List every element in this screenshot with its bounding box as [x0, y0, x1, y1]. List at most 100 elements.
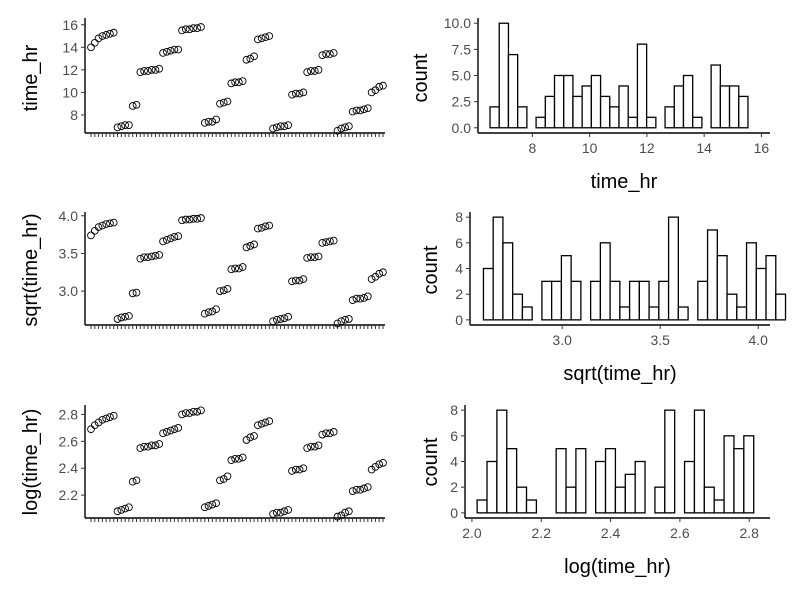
scatter-point	[219, 475, 228, 483]
scatter-point	[208, 500, 217, 509]
scatter-point	[333, 319, 342, 328]
scatter-point	[212, 115, 220, 124]
scatter-point	[117, 313, 126, 322]
scatter-point	[90, 38, 99, 47]
histogram-bar	[719, 85, 731, 129]
y-axis-title: count	[420, 437, 442, 486]
histogram-bar	[627, 116, 639, 129]
y-tick-label: 2.6	[59, 433, 79, 449]
scatter-point	[166, 46, 175, 55]
scatter-point	[94, 34, 103, 43]
scatter-point	[345, 507, 353, 516]
scatter-point	[106, 29, 114, 38]
scatter-point	[238, 263, 247, 271]
y-tick-label: 4.0	[59, 208, 79, 224]
scatter-point	[113, 315, 122, 323]
scatter-point	[170, 233, 179, 241]
scatter-point	[227, 265, 236, 274]
scatter-point	[147, 252, 156, 261]
scatter-point	[87, 43, 95, 52]
histogram-bar	[624, 473, 636, 514]
scatter-point	[341, 123, 349, 132]
histogram-bar	[515, 486, 528, 514]
scatter-point	[280, 507, 289, 516]
scatter-point	[276, 122, 285, 131]
scatter-point	[231, 264, 239, 273]
histogram-bar	[713, 499, 725, 514]
scatter-point	[356, 106, 365, 115]
histogram-bar	[745, 242, 757, 321]
scatter-point	[329, 236, 338, 245]
histogram-bar	[489, 106, 500, 129]
scatter-point	[280, 314, 289, 323]
scatter-point	[269, 317, 277, 326]
scatter-point	[204, 502, 213, 510]
scatter-point	[132, 288, 141, 297]
scatter-point	[261, 222, 270, 231]
scatter-point	[367, 88, 376, 97]
x-tick-label: 2.8	[739, 525, 759, 541]
y-tick-label: 7.5	[452, 41, 472, 57]
scatter-point	[307, 442, 315, 451]
scatter-point	[242, 55, 251, 64]
histogram-bar	[476, 499, 488, 514]
y-tick-label: 4	[455, 261, 463, 277]
scatter-point	[178, 410, 186, 419]
histogram-bar	[565, 486, 577, 514]
histogram-bar	[575, 448, 587, 514]
scatter-point	[102, 414, 111, 423]
histogram-bar	[658, 280, 670, 321]
histogram-bar	[609, 106, 620, 129]
scatter-point	[337, 511, 346, 520]
scatter-point	[219, 98, 228, 107]
scatter-point	[189, 214, 198, 223]
scatter-point	[235, 454, 243, 463]
y-tick-label: 0.0	[452, 120, 472, 136]
scatter-point	[117, 506, 126, 514]
scatter-point	[140, 67, 148, 75]
scatter-point	[379, 81, 387, 90]
histogram-bar	[634, 460, 646, 514]
histogram-bar	[492, 216, 504, 321]
scatter-point	[299, 275, 308, 283]
scatter-point	[363, 104, 372, 113]
scatter-point	[375, 460, 384, 469]
histogram-bar	[482, 267, 494, 321]
scatter-point	[181, 215, 190, 224]
scatter-point	[147, 66, 156, 74]
histogram-bar	[765, 255, 777, 321]
scatter-point	[291, 276, 300, 285]
scatter-point	[87, 231, 95, 240]
scatter-point	[204, 308, 213, 317]
scatter-point	[98, 415, 107, 424]
scatter-point	[147, 441, 156, 450]
y-tick-label: 5.0	[452, 68, 472, 84]
scatter-point	[174, 232, 183, 240]
histogram-bar	[726, 293, 738, 321]
scatter-point	[125, 503, 133, 512]
scatter-point	[189, 24, 198, 32]
histogram-bar	[502, 242, 514, 321]
scatter-point	[333, 126, 342, 135]
scatter-point	[144, 442, 152, 451]
histogram-bar	[560, 255, 572, 321]
x-tick-label: 2.0	[462, 525, 482, 541]
scatter-point	[121, 121, 129, 129]
scatter-point	[345, 122, 353, 131]
scatter-point	[345, 315, 353, 323]
scatter-point	[208, 117, 217, 126]
histogram-bar	[693, 409, 705, 514]
histogram-bar	[683, 460, 696, 514]
scatter-point	[367, 275, 376, 283]
histogram-bar	[507, 53, 519, 129]
scatter-point	[94, 418, 103, 427]
scatter-point	[178, 216, 186, 225]
scatter-point	[288, 467, 296, 475]
scatter-point	[360, 105, 368, 114]
y-tick-label: 2.4	[59, 460, 79, 476]
scatter-point	[109, 218, 118, 227]
scatter-point	[295, 89, 304, 98]
scatter-point	[136, 444, 145, 452]
scatter-point	[371, 463, 380, 471]
scatter-point	[200, 119, 209, 127]
